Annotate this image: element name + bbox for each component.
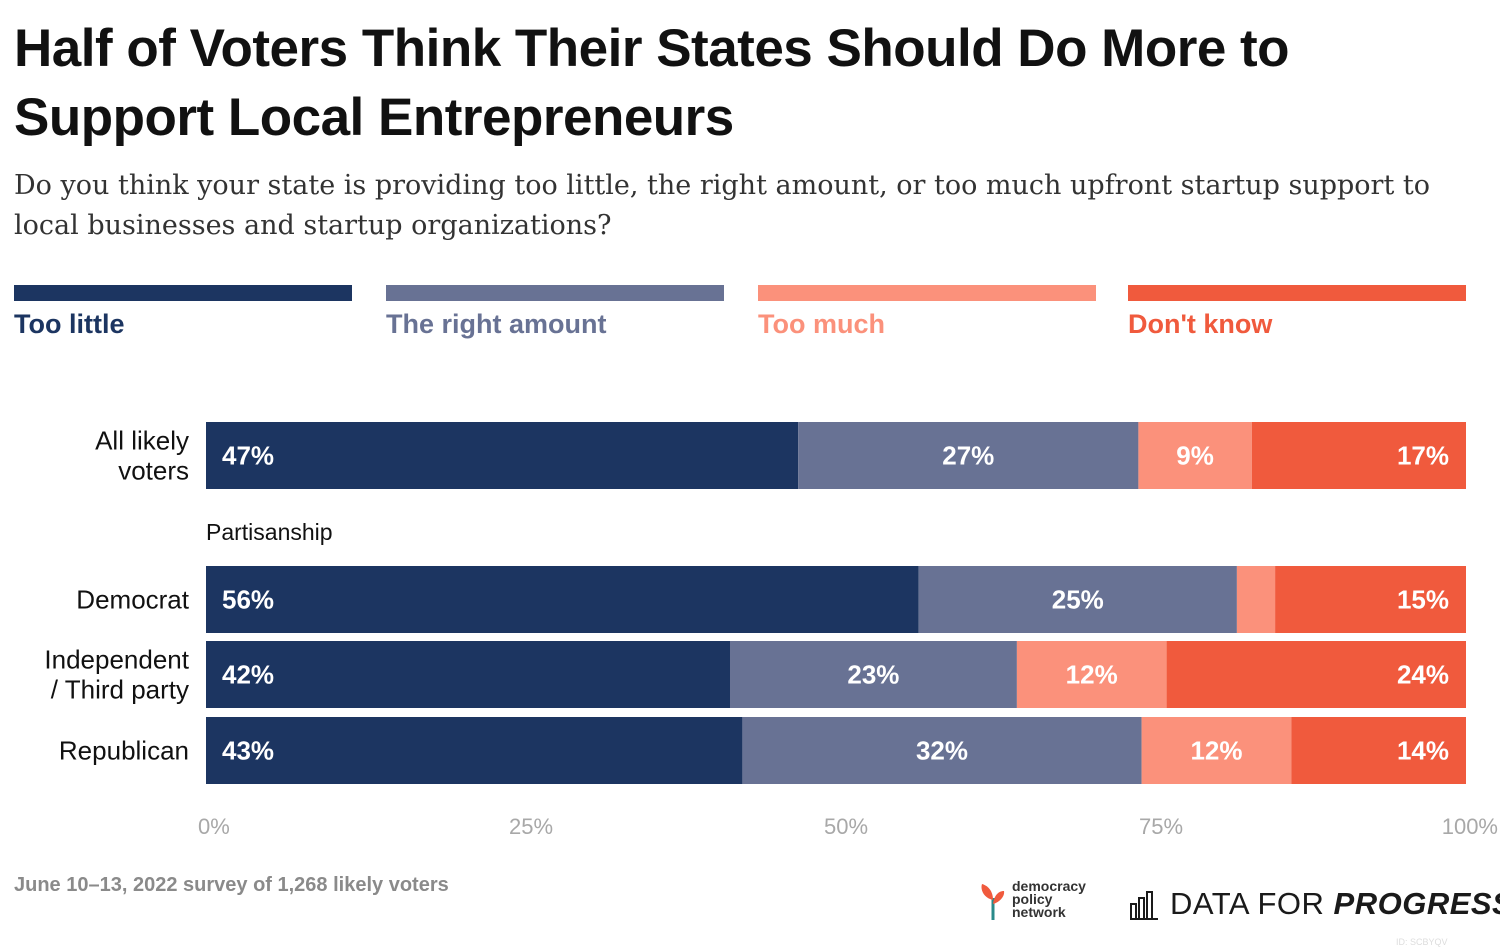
legend-item-right-amount: The right amount bbox=[386, 285, 724, 340]
legend-swatch-too-much bbox=[758, 285, 1096, 301]
legend-item-dont-know: Don't know bbox=[1128, 285, 1466, 340]
bar-segment bbox=[206, 641, 730, 708]
legend-label-too-much: Too much bbox=[758, 309, 885, 339]
legend-swatch-dont-know bbox=[1128, 285, 1466, 301]
x-tick-label: 75% bbox=[1139, 814, 1183, 839]
legend-item-too-little: Too little bbox=[14, 285, 352, 340]
bar-segment bbox=[1166, 641, 1466, 708]
dfp-logo-text: DATA FOR PROGRESS bbox=[1170, 886, 1500, 921]
chart-subtitle: Do you think your state is providing too… bbox=[14, 170, 1430, 241]
chart-title: Half of Voters Think Their States Should… bbox=[14, 19, 1290, 147]
legend-item-too-much: Too much bbox=[758, 285, 1096, 340]
democracy-policy-network-logo: democracy policy network bbox=[978, 878, 1103, 924]
bar-segment bbox=[1291, 717, 1466, 784]
data-label: 9% bbox=[1176, 441, 1214, 471]
bar-segment bbox=[1251, 422, 1466, 489]
data-label: 12% bbox=[1066, 660, 1118, 690]
bar-segment bbox=[730, 641, 1017, 708]
data-label: 23% bbox=[847, 660, 899, 690]
data-label: 15% bbox=[1397, 585, 1449, 615]
chart-id-tag: ID: SCBYQV bbox=[1396, 937, 1448, 947]
bar-segment bbox=[1275, 566, 1466, 633]
data-label: 32% bbox=[916, 736, 968, 766]
x-tick-label: 25% bbox=[509, 814, 553, 839]
legend-swatch-too-little bbox=[14, 285, 352, 301]
data-label: 14% bbox=[1397, 736, 1449, 766]
category-label: Republican bbox=[59, 736, 189, 766]
data-label: 17% bbox=[1397, 441, 1449, 471]
data-label: 24% bbox=[1397, 660, 1449, 690]
section-label-partisanship: Partisanship bbox=[206, 519, 333, 545]
bar-segment bbox=[742, 717, 1142, 784]
x-tick-label: 0% bbox=[198, 814, 230, 839]
bar-segment bbox=[1141, 717, 1292, 784]
data-label: 56% bbox=[222, 585, 274, 615]
legend-swatch-right-amount bbox=[386, 285, 724, 301]
data-label: 43% bbox=[222, 736, 274, 766]
data-for-progress-logo: DATA FOR PROGRESS bbox=[1128, 884, 1500, 924]
bar-segment bbox=[206, 566, 919, 633]
bar-segment bbox=[206, 422, 799, 489]
data-label: 12% bbox=[1190, 736, 1242, 766]
bar-segment bbox=[798, 422, 1139, 489]
data-label: 27% bbox=[942, 441, 994, 471]
bar-segment bbox=[1236, 566, 1276, 633]
x-tick-label: 50% bbox=[824, 814, 868, 839]
survey-note: June 10–13, 2022 survey of 1,268 likely … bbox=[14, 874, 449, 896]
legend-label-dont-know: Don't know bbox=[1128, 309, 1273, 339]
sprout-icon bbox=[981, 884, 1005, 920]
legend-label-right-amount: The right amount bbox=[386, 309, 607, 339]
category-label: Independent / Third party bbox=[44, 645, 189, 705]
bar-chart-icon bbox=[1130, 891, 1158, 920]
dpn-logo-text: democracy policy network bbox=[1012, 878, 1086, 920]
bar-segment bbox=[1016, 641, 1167, 708]
data-label: 42% bbox=[222, 660, 274, 690]
category-label: All likely voters bbox=[95, 426, 189, 486]
data-label: 47% bbox=[222, 441, 274, 471]
legend-label-too-little: Too little bbox=[14, 309, 125, 339]
category-label: Democrat bbox=[76, 585, 189, 615]
x-tick-label: 100% bbox=[1442, 814, 1498, 839]
bar-segment bbox=[918, 566, 1237, 633]
bar-segment bbox=[1138, 422, 1252, 489]
data-label: 25% bbox=[1052, 585, 1104, 615]
bar-segment bbox=[206, 717, 743, 784]
